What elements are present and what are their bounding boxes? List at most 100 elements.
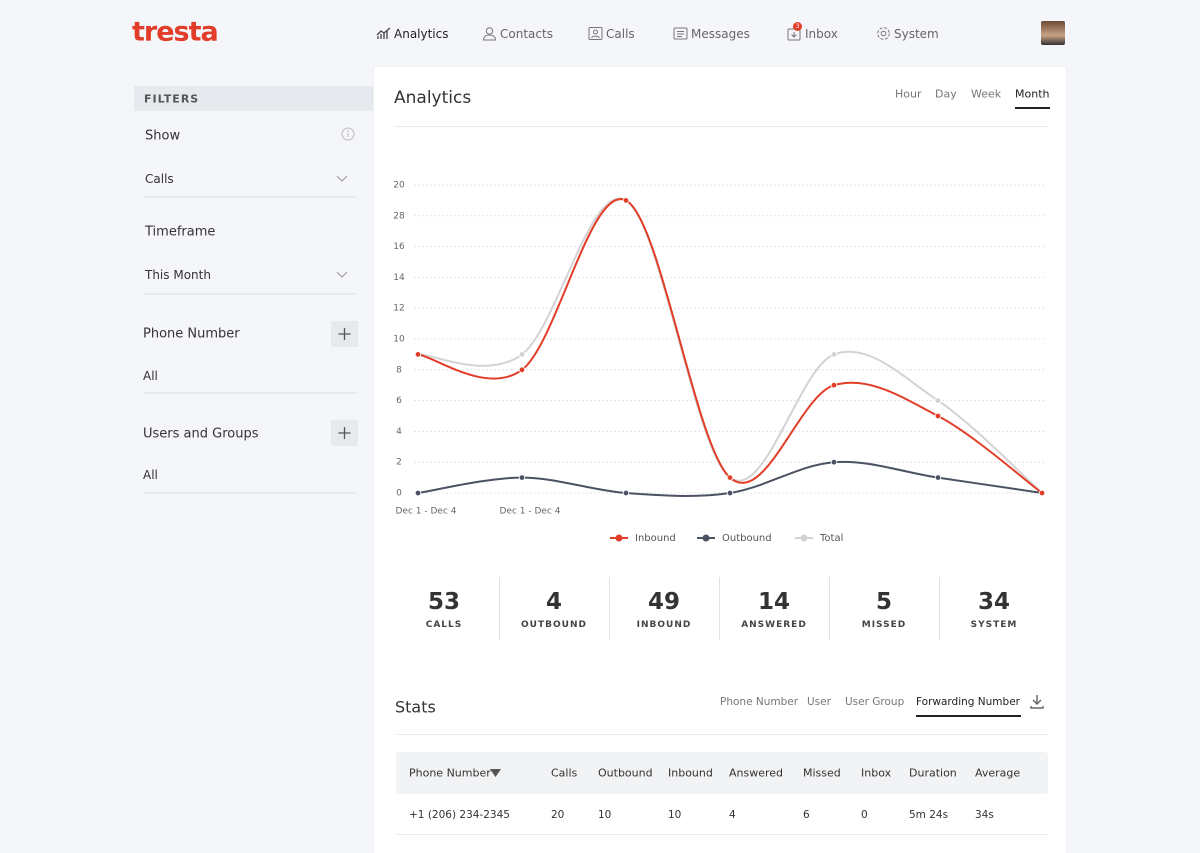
nav-item[interactable]: System <box>894 27 939 41</box>
sort-icon[interactable] <box>490 769 501 777</box>
filters-header <box>134 86 373 111</box>
legend-swatch <box>800 534 808 542</box>
nav-item[interactable]: Analytics <box>394 27 449 41</box>
nav-icon[interactable] <box>588 26 603 41</box>
nav-item[interactable]: Calls <box>606 27 635 41</box>
row-divider <box>396 834 1048 835</box>
legend-label: Outbound <box>722 533 772 544</box>
point <box>518 474 526 481</box>
table-cell: 0 <box>861 809 868 821</box>
stat-label: SYSTEM <box>970 620 1018 630</box>
nav-item[interactable]: Contacts <box>500 27 553 41</box>
point <box>934 397 942 404</box>
point <box>830 351 838 358</box>
sidebar-decor <box>143 175 358 494</box>
card <box>374 67 1066 853</box>
legend-swatch <box>702 534 710 542</box>
y-tick-label: 0 <box>396 489 402 499</box>
nav-item[interactable]: Messages <box>691 27 750 41</box>
filter-label: Phone Number <box>143 326 240 342</box>
point <box>726 489 734 497</box>
logo[interactable]: tresta <box>132 16 219 48</box>
point <box>934 474 942 481</box>
separator <box>939 577 940 640</box>
tab[interactable]: Week <box>971 87 1002 101</box>
table-cell: 4 <box>729 809 736 821</box>
point <box>1038 489 1046 497</box>
tab[interactable]: Hour <box>895 87 922 101</box>
table-cell: 10 <box>668 809 682 821</box>
point <box>622 197 630 204</box>
nav-icon[interactable] <box>673 26 688 41</box>
stat-value: 5 <box>875 589 892 615</box>
separator <box>499 577 500 640</box>
add-button[interactable] <box>331 321 358 347</box>
nav-item[interactable]: Inbox <box>805 27 838 41</box>
column-header[interactable]: Phone Number <box>409 766 491 780</box>
point <box>934 412 942 420</box>
point <box>518 366 526 373</box>
filter-label: Show <box>145 128 181 144</box>
line-chart: 0 2 4 6 8 10 12 14 16 28 20 Dec 1 - Dec 4 Dec 1 - De… <box>393 181 1046 544</box>
stat-value: 34 <box>977 589 1010 615</box>
point <box>830 459 838 466</box>
point <box>414 351 422 358</box>
tab[interactable]: Month <box>1015 87 1050 101</box>
separator <box>719 577 720 640</box>
point <box>518 351 526 358</box>
info-icon[interactable] <box>341 127 355 141</box>
nav-icon[interactable] <box>482 26 497 41</box>
point <box>726 474 734 481</box>
tab[interactable]: Phone Number <box>720 696 799 708</box>
tab[interactable]: User <box>807 696 831 708</box>
filter-value: All <box>143 369 158 383</box>
filter-select[interactable]: Calls <box>145 172 174 186</box>
section-title: Stats <box>395 697 436 717</box>
point <box>830 381 838 389</box>
badge: 3 <box>793 22 802 31</box>
filter-value: All <box>143 468 158 482</box>
tab[interactable]: User Group <box>845 696 905 708</box>
y-tick-label: 20 <box>393 181 405 191</box>
legend-label: Total <box>819 533 843 544</box>
table-cell: 20 <box>551 809 565 821</box>
column-header: Answered <box>729 766 784 780</box>
series-line <box>417 198 1043 494</box>
y-tick-label: 4 <box>396 427 402 437</box>
table-cell: 34s <box>975 809 994 821</box>
chevron[interactable] <box>336 271 348 278</box>
stat-value: 4 <box>545 589 562 615</box>
y-tick-label: 2 <box>396 458 402 468</box>
column-header: Outbound <box>598 766 653 780</box>
stat-label: OUTBOUND <box>521 620 587 630</box>
divider <box>394 126 1048 127</box>
chevron[interactable] <box>336 175 348 182</box>
column-header: Inbound <box>668 766 713 780</box>
stat-label: CALLS <box>425 620 463 630</box>
stat-label: INBOUND <box>636 620 692 630</box>
stat-value: 14 <box>757 589 790 615</box>
legend-swatch <box>615 534 623 542</box>
separator <box>829 577 830 640</box>
column-header: Inbox <box>861 766 892 780</box>
stat-value: 49 <box>647 589 680 615</box>
point <box>622 489 630 497</box>
table-cell: 5m 24s <box>909 809 949 821</box>
divider <box>395 734 1048 735</box>
x-tick-label: Dec 1 - Dec 4 <box>500 507 561 517</box>
add-button[interactable] <box>331 420 358 446</box>
point <box>414 489 422 497</box>
tab[interactable]: Forwarding Number <box>916 696 1020 708</box>
nav-icon[interactable] <box>376 26 391 41</box>
table-cell: 10 <box>598 809 612 821</box>
filter-select[interactable]: This Month <box>145 268 211 282</box>
nav-icon[interactable] <box>876 26 891 41</box>
y-tick-label: 10 <box>393 335 405 345</box>
tab[interactable]: Day <box>935 87 957 101</box>
tab-underline <box>916 715 1021 717</box>
y-tick-label: 14 <box>393 273 405 283</box>
download-icon[interactable] <box>1029 694 1045 710</box>
avatar[interactable] <box>1041 21 1065 45</box>
